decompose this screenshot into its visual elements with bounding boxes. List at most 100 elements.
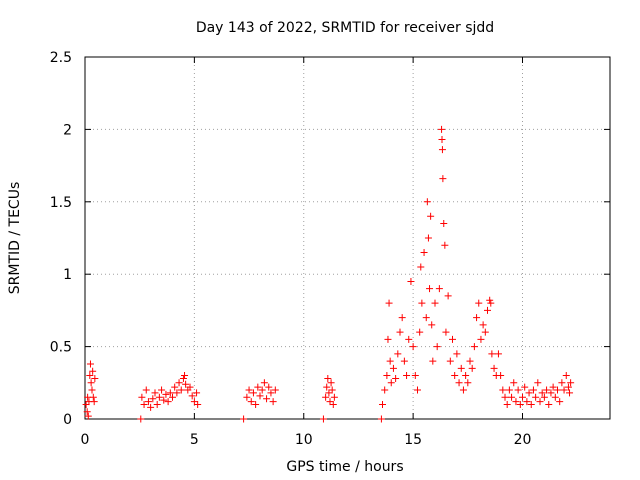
data-point: [188, 392, 196, 400]
data-point: [422, 314, 430, 322]
data-point: [435, 285, 443, 293]
data-point: [442, 328, 450, 336]
data-point: [567, 379, 575, 387]
data-point: [177, 386, 185, 394]
data-point: [512, 398, 520, 406]
data-point: [455, 379, 463, 387]
data-point: [153, 401, 161, 409]
data-point: [481, 328, 489, 336]
data-point: [538, 389, 546, 397]
plot-frame: [84, 56, 611, 420]
data-point: [193, 389, 201, 397]
data-point: [490, 364, 498, 372]
data-point: [164, 398, 172, 406]
data-point: [545, 401, 553, 409]
data-point: [328, 386, 336, 394]
data-point: [556, 398, 564, 406]
data-point: [137, 415, 145, 423]
data-point: [190, 398, 198, 406]
data-point: [441, 241, 449, 249]
data-point: [319, 415, 327, 423]
y-tick-label: 2.5: [50, 50, 72, 66]
x-tick-label: 10: [295, 432, 313, 448]
axes-layer: [84, 56, 611, 420]
data-point: [89, 367, 97, 375]
data-point: [147, 403, 155, 411]
data-point: [477, 335, 485, 343]
x-tick-label: 20: [514, 432, 532, 448]
data-point: [532, 393, 540, 401]
data-point: [549, 383, 557, 391]
data-point: [88, 386, 96, 394]
data-point: [396, 328, 404, 336]
data-point: [431, 299, 439, 307]
data-point: [377, 415, 385, 423]
data-point: [536, 398, 544, 406]
data-point: [564, 383, 572, 391]
data-point: [387, 379, 395, 387]
grid-layer: [85, 57, 610, 419]
data-point: [560, 386, 568, 394]
data-point: [83, 408, 91, 416]
chart-title: Day 143 of 2022, SRMTID for receiver sjd…: [196, 20, 494, 36]
x-tick-label: 0: [81, 432, 90, 448]
data-point: [519, 393, 526, 401]
data-point: [263, 395, 271, 403]
data-point: [497, 372, 505, 380]
data-point: [523, 398, 531, 406]
data-point: [89, 393, 97, 401]
x-axis-label: GPS time / hours: [286, 459, 403, 475]
data-point: [326, 398, 334, 406]
data-point: [179, 374, 187, 382]
data-point: [534, 379, 542, 387]
data-point: [84, 412, 92, 420]
data-point: [420, 248, 428, 256]
data-point: [543, 386, 551, 394]
data-point: [433, 343, 441, 351]
data-point: [243, 393, 251, 401]
data-point: [486, 296, 494, 304]
data-point: [403, 372, 411, 380]
data-point: [414, 386, 421, 394]
data-point: [487, 299, 495, 307]
data-point: [438, 136, 446, 144]
data-point: [162, 390, 170, 398]
data-point: [254, 383, 262, 391]
data-point: [144, 398, 152, 406]
data-point: [529, 386, 537, 394]
data-point: [140, 401, 148, 409]
data-point: [186, 383, 194, 391]
data-point: [508, 393, 516, 401]
data-point: [427, 212, 435, 220]
data-point: [444, 292, 452, 300]
data-point: [389, 364, 397, 372]
data-point: [249, 389, 257, 397]
data-point: [142, 386, 150, 394]
data-point: [411, 372, 419, 380]
data-point: [138, 393, 146, 401]
data-point: [525, 389, 533, 397]
y-tick-label: 0: [63, 412, 72, 428]
data-point: [330, 393, 338, 401]
data-point: [245, 386, 253, 394]
data-point: [479, 321, 487, 329]
data-point: [379, 401, 386, 409]
data-point: [426, 285, 434, 293]
data-point: [149, 395, 157, 403]
data-point: [160, 396, 168, 404]
data-point: [438, 146, 446, 154]
data-point: [323, 383, 331, 391]
data-point: [464, 379, 472, 387]
data-point: [384, 335, 392, 343]
data-point: [271, 386, 279, 394]
data-point: [451, 372, 459, 380]
data-point: [329, 401, 337, 409]
data-point: [158, 386, 166, 394]
data-point: [488, 350, 496, 358]
data-point: [501, 393, 509, 401]
data-point: [91, 374, 99, 382]
data-point: [169, 393, 176, 401]
data-point: [449, 335, 456, 343]
data-point: [175, 379, 183, 387]
